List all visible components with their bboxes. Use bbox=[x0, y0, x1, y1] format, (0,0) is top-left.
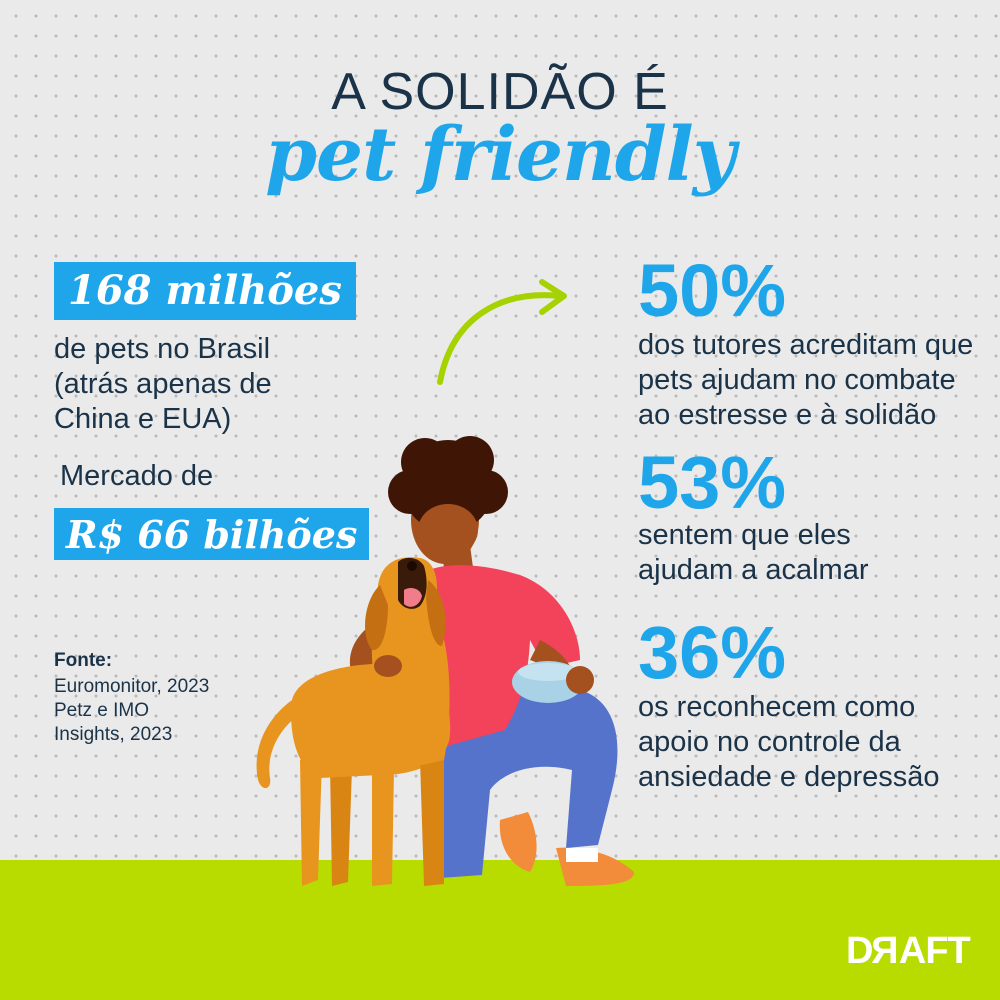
stat-3-line: os reconhecem como bbox=[638, 691, 916, 723]
market-value-highlight: R$ 66 bilhões bbox=[54, 508, 370, 560]
pets-desc-line: China e EUA) bbox=[54, 403, 232, 435]
stat-1-value: 50% bbox=[638, 249, 787, 332]
source-line: Insights, 2023 bbox=[54, 724, 173, 745]
draft-logo: DRAFT bbox=[846, 930, 971, 973]
pets-count-highlight: 168 milhões bbox=[54, 262, 356, 320]
title-line-2: pet friendly bbox=[265, 112, 735, 198]
stat-3-line: apoio no controle da bbox=[638, 726, 901, 758]
logo-reversed-letter: R bbox=[872, 930, 899, 972]
stat-1-description: dos tutores acreditam que pets ajudam no… bbox=[638, 328, 973, 433]
stat-3-value: 36% bbox=[638, 611, 787, 694]
stat-2-line: sentem que eles bbox=[638, 519, 851, 551]
stat-2-line: ajudam a acalmar bbox=[638, 554, 869, 586]
pets-count-description: de pets no Brasil (atrás apenas de China… bbox=[54, 332, 272, 437]
pets-desc-line: (atrás apenas de bbox=[54, 368, 272, 400]
dog-figure bbox=[256, 557, 451, 886]
pets-desc-line: de pets no Brasil bbox=[54, 333, 271, 365]
stat-1-line: pets ajudam no combate bbox=[638, 364, 956, 396]
stat-1-line: ao estresse e à solidão bbox=[638, 399, 937, 431]
source-label: Fonte: bbox=[54, 650, 113, 671]
stat-3-description: os reconhecem como apoio no controle da … bbox=[638, 690, 940, 795]
title-line-1: A SOLIDÃO É bbox=[331, 63, 669, 121]
curved-arrow-icon bbox=[437, 279, 567, 385]
ground-strip bbox=[0, 860, 1000, 1000]
stat-2-description: sentem que eles ajudam a acalmar bbox=[638, 518, 869, 588]
stat-1-line: dos tutores acreditam que bbox=[638, 329, 974, 361]
source-line: Petz e IMO bbox=[54, 700, 150, 721]
source-list: Euromonitor, 2023 Petz e IMO Insights, 2… bbox=[54, 675, 209, 747]
source-line: Euromonitor, 2023 bbox=[54, 676, 210, 697]
logo-prefix: D bbox=[846, 930, 873, 972]
stat-2-value: 53% bbox=[638, 441, 787, 524]
market-label: Mercado de bbox=[60, 460, 214, 492]
logo-suffix: AFT bbox=[898, 930, 971, 972]
stat-3-line: ansiedade e depressão bbox=[638, 761, 940, 793]
